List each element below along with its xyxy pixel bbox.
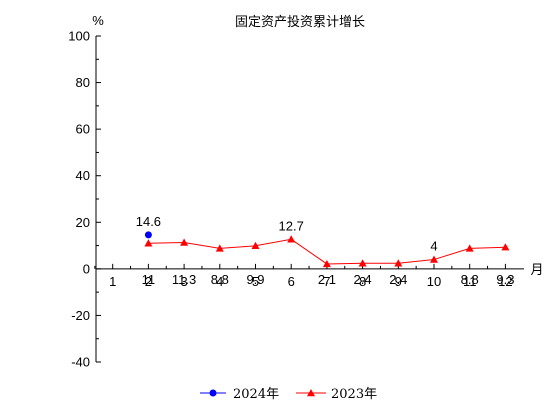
x-tick-label: 5 (252, 274, 259, 289)
data-label: 8.8 (211, 272, 229, 287)
x-tick-label: 9 (395, 274, 402, 289)
x-tick-label: 3 (180, 274, 187, 289)
legend: 2024年 2023年 (200, 387, 377, 402)
x-tick-label: 10 (427, 274, 441, 289)
y-tick-label: 20 (76, 215, 90, 230)
data-label: 11.3 (172, 272, 196, 287)
data-label: 8.8 (461, 272, 479, 287)
data-point (215, 244, 224, 252)
y-tick-label: -20 (71, 308, 90, 323)
data-point (430, 255, 438, 263)
y-tick-label: 60 (76, 122, 90, 137)
y-tick-label: -40 (71, 355, 90, 370)
x-tick-label: 4 (216, 274, 223, 289)
data-label: 14.6 (136, 214, 161, 229)
data-label: 9.3 (496, 272, 514, 287)
y-tick-label: 40 (76, 168, 90, 183)
series-layer: 14.611 11.3 8.8 9.912.72.1 2.4 2.448.8 9.3 (136, 214, 515, 287)
data-point (501, 243, 510, 251)
x-tick-label: 11 (463, 274, 477, 289)
x-unit-label: 月 (530, 262, 543, 277)
x-tick-label: 1 (109, 274, 116, 289)
data-point (358, 259, 367, 267)
data-label: 2.4 (389, 272, 407, 287)
y-tick-label: 100 (68, 29, 90, 44)
data-point (322, 259, 331, 268)
legend-marker (209, 389, 217, 397)
data-label: 12.7 (279, 218, 304, 233)
data-label: 2.1 (318, 272, 336, 287)
data-label: 4 (430, 239, 437, 254)
legend-label: 2023年 (331, 387, 377, 402)
data-point (465, 244, 474, 252)
x-tick-label: 7 (323, 274, 330, 289)
data-point (144, 231, 152, 239)
chart-title: 固定资产投资累计增长 (235, 14, 365, 30)
y-tick-label: 80 (76, 75, 90, 90)
data-point (394, 259, 403, 267)
x-tick-label: 12 (498, 274, 512, 289)
data-label: 2.4 (354, 272, 372, 287)
x-tick-label: 8 (359, 274, 366, 289)
legend-label: 2024年 (233, 387, 279, 402)
legend-marker (307, 389, 315, 397)
data-point (251, 241, 260, 250)
data-point (144, 239, 153, 247)
x-tick-label: 6 (288, 274, 295, 289)
x-tick-label: 2 (145, 274, 152, 289)
data-label: 11 (142, 272, 156, 287)
data-label: 9.9 (246, 272, 264, 287)
data-point (287, 235, 296, 243)
data-point (180, 238, 189, 246)
y-unit-label: % (92, 13, 104, 28)
y-tick-label: 0 (83, 261, 90, 276)
